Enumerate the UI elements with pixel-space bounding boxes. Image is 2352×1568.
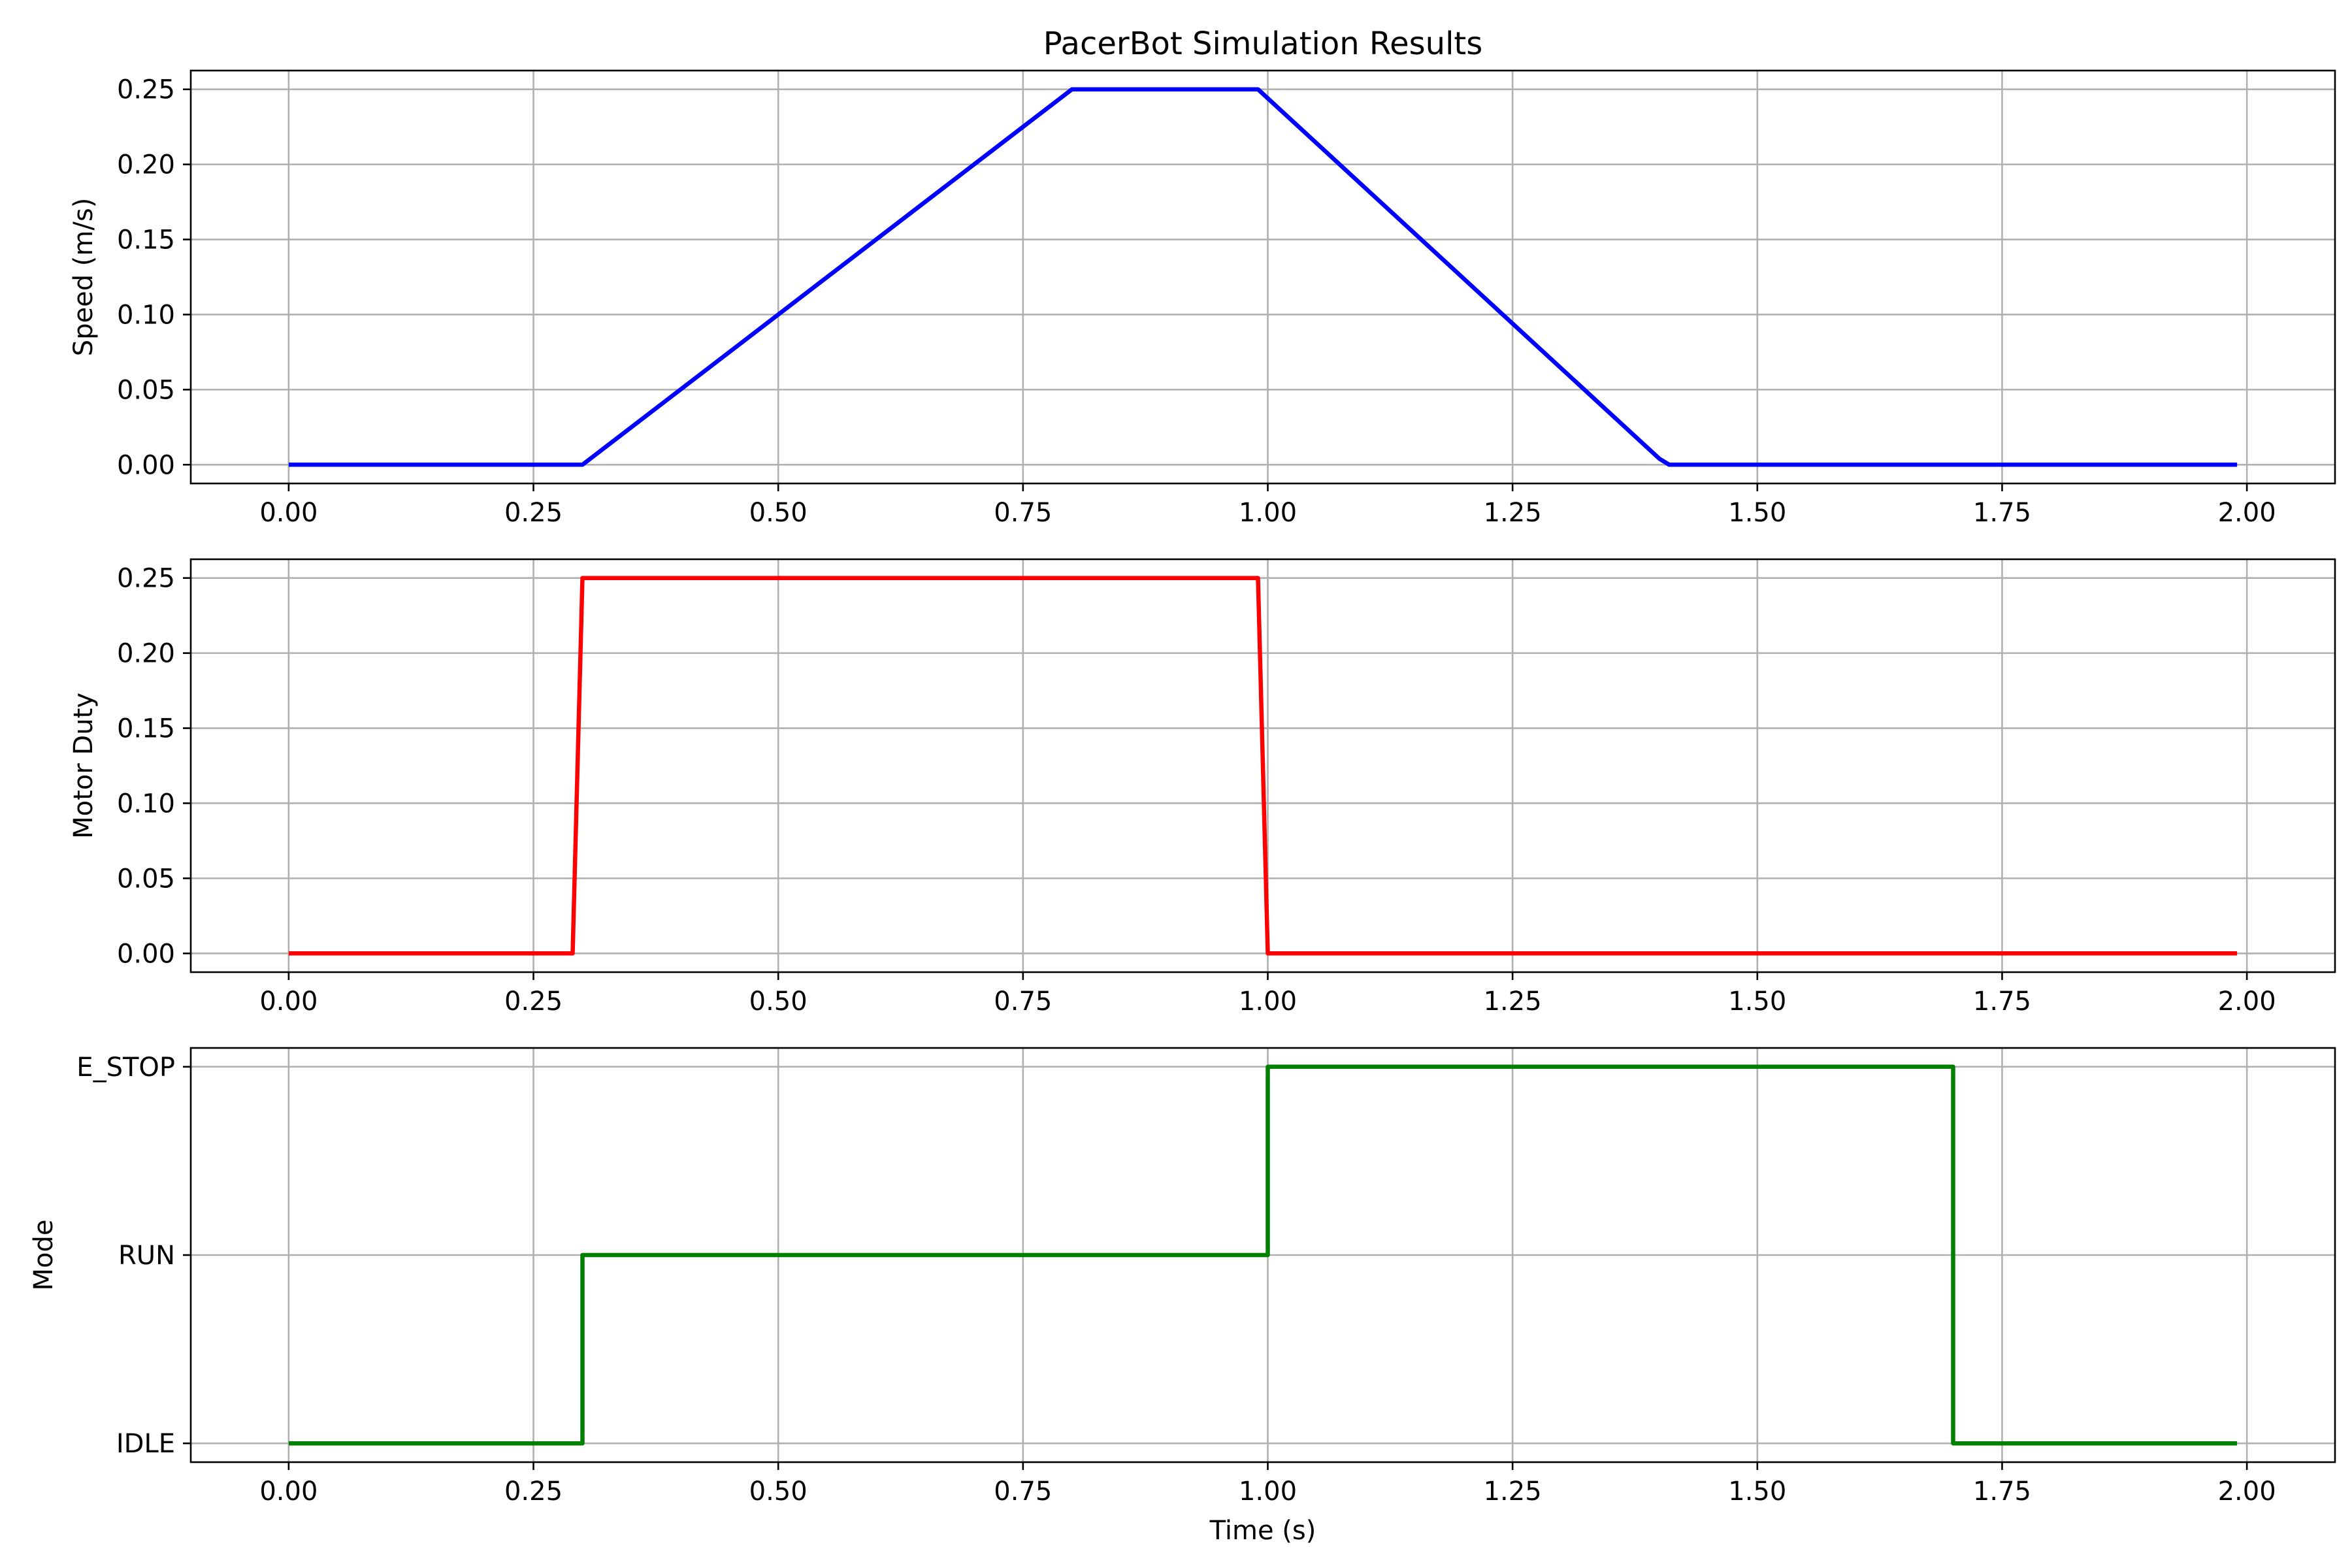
- speed-ylabel: Speed (m/s): [69, 198, 99, 357]
- mode-x-tick-label: 0.75: [994, 1477, 1052, 1507]
- motor-duty-axes-frame: [189, 558, 2336, 973]
- motor-duty-ylabel: Motor Duty: [69, 693, 99, 839]
- motor-duty-x-tick-label: 1.25: [1484, 987, 1542, 1017]
- speed-x-tick-label: 1.00: [1239, 498, 1297, 528]
- motor-duty-x-tick-label: 1.00: [1239, 987, 1297, 1017]
- motor-duty-y-tick-label: 0.15: [117, 714, 175, 744]
- speed-y-tick-label: 0.25: [117, 75, 175, 105]
- speed-x-tick-label: 0.50: [749, 498, 808, 528]
- speed-y-tick-label: 0.20: [117, 150, 175, 180]
- mode-x-tick-label: 1.00: [1239, 1477, 1297, 1507]
- motor-duty-x-tick-label: 2.00: [2218, 987, 2276, 1017]
- speed-x-tick-label: 1.75: [1973, 498, 2031, 528]
- motor-duty-x-tick-label: 0.25: [504, 987, 563, 1017]
- speed-panel: Speed (m/s) 0.00 0.25 0.50 0.75 1.00 1.25 1.50…: [69, 69, 2336, 528]
- mode-x-tick-label: 0.25: [504, 1477, 563, 1507]
- mode-x-tick-label: 0.50: [749, 1477, 808, 1507]
- speed-y-tick-label: 0.10: [117, 300, 175, 330]
- mode-x-tick-label: 1.50: [1728, 1477, 1786, 1507]
- motor-duty-series-line: [288, 576, 2238, 956]
- speed-y-tick-label: 0.15: [117, 225, 175, 255]
- speed-x-tick-label: 1.50: [1728, 498, 1786, 528]
- chart-title: PacerBot Simulation Results: [1043, 25, 1483, 62]
- speed-y-tick-label: 0.05: [117, 375, 175, 405]
- motor-duty-x-tick-label: 1.75: [1973, 987, 2031, 1017]
- speed-series-line: [288, 87, 2238, 467]
- mode-y-tick-label: E_STOP: [76, 1053, 175, 1083]
- mode-ylabel: Mode: [29, 1220, 59, 1291]
- motor-duty-x-tick-label: 0.75: [994, 987, 1052, 1017]
- mode-x-tick-label: 1.25: [1484, 1477, 1542, 1507]
- motor-duty-y-tick-label: 0.20: [117, 639, 175, 669]
- speed-x-tick-label: 0.75: [994, 498, 1052, 528]
- motor-duty-y-tick-label: 0.05: [117, 864, 175, 894]
- speed-y-tick-label: 0.00: [117, 450, 175, 480]
- time-xlabel: Time (s): [1209, 1516, 1316, 1546]
- speed-axes-frame: [189, 69, 2336, 485]
- speed-x-tick-label: 1.25: [1484, 498, 1542, 528]
- motor-duty-y-tick-label: 0.25: [117, 564, 175, 594]
- speed-x-tick-label: 0.25: [504, 498, 563, 528]
- motor-duty-y-tick-label: 0.00: [117, 939, 175, 969]
- mode-axes-frame: [189, 1047, 2336, 1463]
- motor-duty-y-tick-label: 0.10: [117, 789, 175, 819]
- mode-x-tick-label: 2.00: [2218, 1477, 2276, 1507]
- mode-x-tick-label: 0.00: [259, 1477, 318, 1507]
- mode-y-tick-label: RUN: [118, 1241, 175, 1271]
- mode-y-tick-label: IDLE: [116, 1429, 175, 1459]
- speed-x-tick-label: 2.00: [2218, 498, 2276, 528]
- mode-series-line: [288, 1064, 2238, 1446]
- motor-duty-x-tick-label: 1.50: [1728, 987, 1786, 1017]
- speed-x-tick-label: 0.00: [259, 498, 318, 528]
- mode-panel: Mode Time (s) 0.00 0.25 0.50 0.75 1.00 1.25 1.…: [29, 1047, 2336, 1546]
- motor-duty-x-tick-label: 0.50: [749, 987, 808, 1017]
- motor-duty-panel: Motor Duty 0.00 0.25 0.50 0.75 1.00 1.25 1.50 1…: [69, 558, 2336, 1017]
- motor-duty-x-tick-label: 0.00: [259, 987, 318, 1017]
- mode-x-tick-label: 1.75: [1973, 1477, 2031, 1507]
